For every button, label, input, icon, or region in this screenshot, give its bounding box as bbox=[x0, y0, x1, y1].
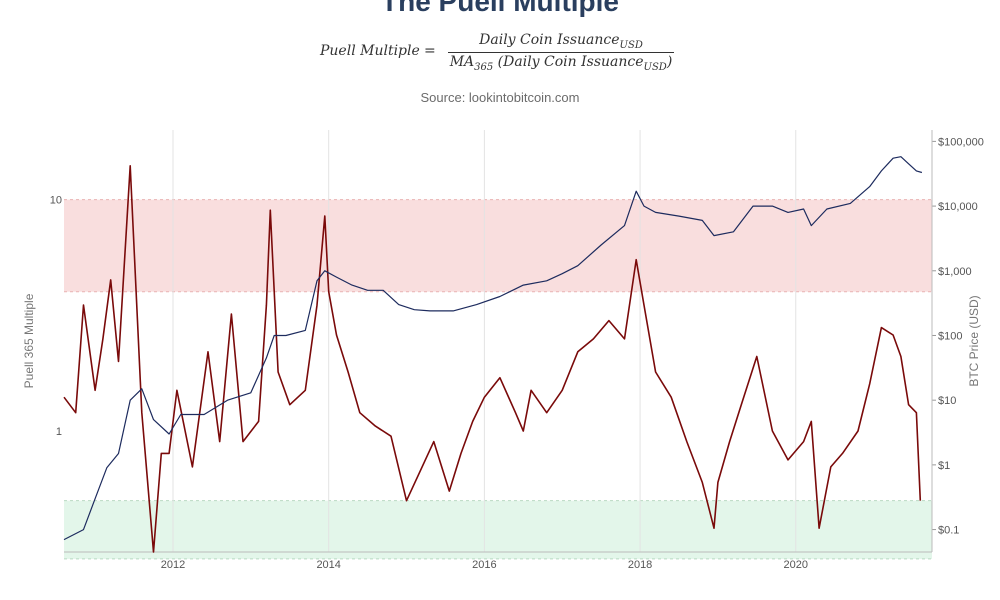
formula-den-sub: USD bbox=[643, 61, 667, 73]
formula-numerator: Daily Coin IssuanceUSD bbox=[448, 32, 674, 51]
formula-den-post: ) bbox=[666, 54, 673, 70]
source-note: Source: lookintobitcoin.com bbox=[420, 90, 580, 105]
x-tick-label-2012: 2012 bbox=[161, 559, 185, 571]
chart-title: The Puell Multiple bbox=[380, 0, 619, 17]
green-zone bbox=[64, 500, 932, 559]
y-right-tick-label-2: $1,000 bbox=[938, 266, 972, 278]
y-left-axis-title: Puell 365 Multiple bbox=[22, 293, 36, 388]
x-tick-label-2020: 2020 bbox=[784, 559, 808, 571]
y-left-tick-label-0: 10 bbox=[50, 195, 62, 207]
y-right-tick-label-0: $100,000 bbox=[938, 136, 984, 148]
y-right-tick-label-3: $100 bbox=[938, 330, 962, 342]
formula: Puell Multiple = Daily Coin IssuanceUSD … bbox=[320, 30, 700, 78]
y-right-tick-label-6: $0.1 bbox=[938, 525, 959, 537]
x-tick-label-2014: 2014 bbox=[316, 559, 340, 571]
formula-numerator-text: Daily Coin Issuance bbox=[479, 32, 620, 48]
y-right-tick-label-5: $1 bbox=[938, 460, 950, 472]
x-tick-label-2018: 2018 bbox=[628, 559, 652, 571]
btc-price-line bbox=[63, 156, 923, 541]
formula-denominator: MA365 (Daily Coin IssuanceUSD) bbox=[448, 54, 674, 73]
formula-den-pre-sub: 365 bbox=[474, 61, 494, 73]
y-right-tick-label-1: $10,000 bbox=[938, 201, 978, 213]
y-right-tick-label-4: $10 bbox=[938, 395, 956, 407]
formula-den-pre: MA bbox=[449, 54, 475, 70]
formula-den-mid: (Daily Coin Issuance bbox=[493, 54, 644, 70]
puell-multiple-line bbox=[63, 165, 922, 553]
y-right-axis-title: BTC Price (USD) bbox=[967, 295, 981, 386]
x-tick-label-2016: 2016 bbox=[472, 559, 496, 571]
formula-lhs: Puell Multiple bbox=[320, 43, 420, 59]
y-left-tick-label-1: 1 bbox=[56, 426, 62, 438]
formula-fraction-bar bbox=[448, 52, 674, 53]
red-zone bbox=[64, 199, 932, 292]
formula-equals: = bbox=[424, 43, 436, 59]
formula-numerator-sub: USD bbox=[619, 39, 643, 51]
